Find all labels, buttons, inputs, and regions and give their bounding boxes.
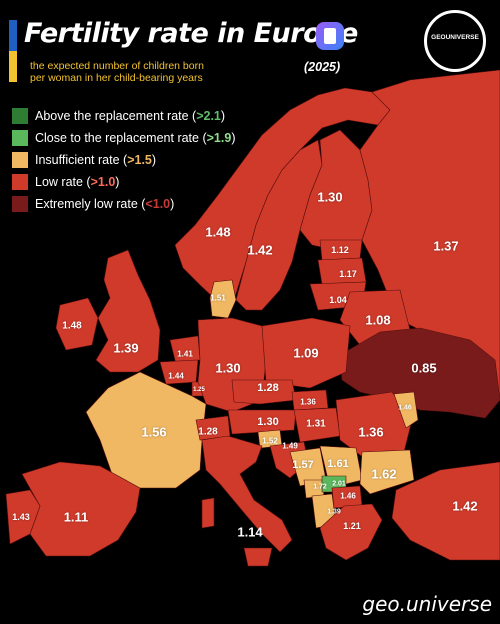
value-label-slovenia: 1.52 (262, 436, 278, 446)
value-label-moldova: 1.46 (398, 404, 412, 412)
region-portugal (5, 489, 41, 545)
value-label-slovakia: 1.36 (300, 397, 316, 407)
region-sardinia (201, 497, 215, 529)
value-label-netherlands: 1.41 (177, 349, 193, 359)
title-bar-blue (9, 20, 17, 51)
legend-label-text: Low rate ( (35, 175, 91, 189)
region-italy (201, 435, 293, 553)
value-label-belarus: 1.08 (365, 312, 391, 328)
value-label-kosovo: 2.01 (332, 480, 346, 488)
value-label-portugal: 1.43 (12, 512, 30, 522)
value-label-croatia: 1.49 (282, 441, 298, 451)
value-label-sweden: 1.42 (247, 242, 273, 258)
value-label-romania: 1.36 (358, 424, 384, 440)
legend-threshold: >2.1 (196, 109, 221, 123)
value-label-norway: 1.48 (205, 224, 231, 240)
legend-item: Above the replacement rate (>2.1) (12, 105, 235, 127)
value-label-bulgaria: 1.62 (371, 466, 397, 482)
legend-label-tail: ) (115, 175, 120, 189)
subtitle-line-2: per woman in her child-bearing years (30, 72, 203, 84)
region-turkey (391, 461, 500, 561)
value-label-bosnia: 1.57 (292, 459, 314, 471)
value-label-estonia: 1.12 (331, 245, 349, 255)
value-label-montenegro: 1.72 (313, 483, 327, 491)
value-label-albania: 1.39 (327, 508, 341, 516)
value-label-switzerland: 1.28 (198, 426, 218, 438)
legend-label-tail: ) (231, 131, 236, 145)
value-label-spain: 1.11 (63, 509, 89, 525)
legend-swatch (12, 196, 28, 212)
region-switzerland (195, 415, 231, 441)
legend-threshold: >1.5 (127, 153, 152, 167)
year-label: (2025) (304, 60, 341, 74)
footer-credit: geo.universe (362, 592, 492, 616)
legend-swatch (12, 108, 28, 124)
legend-item: Low rate (>1.0) (12, 171, 235, 193)
subtitle: the expected number of children born per… (30, 60, 204, 84)
legend-swatch (12, 130, 28, 146)
value-label-latvia: 1.17 (339, 269, 357, 279)
value-label-uk: 1.39 (113, 340, 139, 356)
legend-label-text: Above the replacement rate ( (35, 109, 197, 123)
region-uk (95, 249, 161, 373)
value-label-finland: 1.30 (317, 189, 343, 205)
region-sicily (243, 547, 273, 567)
legend-threshold: >1.0 (90, 175, 116, 189)
region-france (85, 371, 207, 489)
value-label-north-macedonia: 1.46 (340, 491, 356, 501)
legend: Above the replacement rate (>2.1) Close t… (12, 105, 235, 215)
legend-label-tail: ) (151, 153, 157, 167)
legend-threshold: >1.9 (206, 131, 232, 145)
value-label-poland: 1.09 (293, 345, 319, 361)
region-moldova (393, 391, 419, 429)
geouniverse-logo: GEOUNIVERSE (424, 10, 486, 72)
title-bar-yellow (9, 51, 17, 82)
region-slovakia (291, 389, 329, 411)
value-label-luxembourg: 1.25 (193, 387, 205, 393)
app-badge-icon (316, 22, 344, 50)
legend-threshold: <1.0 (145, 197, 171, 211)
legend-item: Insufficient rate (>1.5) (12, 149, 235, 171)
value-label-france: 1.56 (141, 424, 167, 440)
legend-label-text: Close to the replacement rate ( (35, 131, 207, 145)
value-label-czechia: 1.28 (257, 382, 279, 394)
value-label-denmark: 1.51 (210, 293, 226, 303)
legend-label: Insufficient rate (>1.5) (35, 153, 156, 167)
subtitle-line-1: the expected number of children born (30, 60, 204, 72)
legend-label: Extremely low rate (<1.0) (35, 197, 174, 211)
legend-label: Low rate (>1.0) (35, 175, 119, 189)
legend-label-text: Extremely low rate ( (35, 197, 146, 211)
region-ireland (55, 297, 99, 351)
value-label-belgium: 1.44 (168, 371, 184, 381)
legend-label: Above the replacement rate (>2.1) (35, 109, 225, 123)
region-czechia (231, 379, 297, 405)
value-label-ireland: 1.48 (62, 320, 82, 332)
value-label-lithuania: 1.04 (329, 295, 347, 305)
value-label-turkey: 1.42 (452, 498, 478, 514)
value-label-germany: 1.30 (215, 360, 241, 376)
legend-label-tail: ) (170, 197, 175, 211)
legend-label: Close to the replacement rate (>1.9) (35, 131, 235, 145)
logo-text: GEOUNIVERSE (431, 34, 479, 41)
legend-swatch (12, 152, 28, 168)
legend-item: Extremely low rate (<1.0) (12, 193, 235, 215)
value-label-ukraine: 0.85 (411, 360, 437, 376)
value-label-austria: 1.30 (257, 416, 279, 428)
legend-label-tail: ) (220, 109, 226, 123)
page-title: Fertility rate in Europe (24, 18, 358, 49)
legend-item: Close to the replacement rate (>1.9) (12, 127, 235, 149)
value-label-greece: 1.21 (343, 521, 361, 531)
value-label-russia: 1.37 (433, 238, 459, 254)
legend-label-text: Insufficient rate ( (35, 153, 128, 167)
legend-swatch (12, 174, 28, 190)
region-greece (319, 503, 383, 561)
value-label-hungary: 1.31 (306, 418, 326, 430)
title-color-bar (9, 20, 17, 82)
value-label-serbia: 1.61 (327, 458, 349, 470)
value-label-italy: 1.14 (237, 524, 263, 540)
region-bulgaria (359, 449, 415, 495)
region-austria (227, 409, 297, 435)
